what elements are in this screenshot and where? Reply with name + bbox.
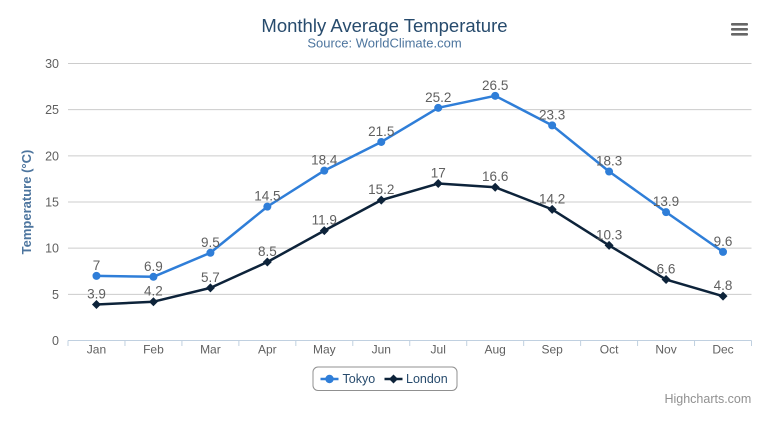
- svg-text:20: 20: [45, 149, 59, 163]
- svg-text:9.5: 9.5: [201, 235, 220, 250]
- svg-text:Monthly Average Temperature: Monthly Average Temperature: [261, 15, 507, 36]
- svg-text:Sep: Sep: [541, 343, 563, 357]
- svg-text:Aug: Aug: [485, 343, 506, 357]
- svg-text:14.5: 14.5: [254, 189, 280, 204]
- svg-text:7: 7: [93, 258, 101, 273]
- svg-text:0: 0: [52, 334, 59, 348]
- svg-text:26.5: 26.5: [482, 78, 508, 93]
- svg-text:Highcharts.com: Highcharts.com: [664, 392, 751, 406]
- svg-text:May: May: [313, 343, 336, 357]
- svg-text:13.9: 13.9: [653, 194, 679, 209]
- svg-text:3.9: 3.9: [87, 286, 106, 301]
- svg-text:15.2: 15.2: [368, 182, 394, 197]
- svg-text:5: 5: [52, 288, 59, 302]
- svg-text:16.6: 16.6: [482, 169, 508, 184]
- svg-text:6.6: 6.6: [657, 262, 676, 277]
- svg-text:Feb: Feb: [143, 343, 164, 357]
- svg-text:6.9: 6.9: [144, 259, 163, 274]
- svg-text:10.3: 10.3: [596, 227, 622, 242]
- svg-text:Mar: Mar: [200, 343, 221, 357]
- svg-text:London: London: [406, 372, 448, 386]
- svg-text:9.6: 9.6: [714, 234, 733, 249]
- svg-text:25.2: 25.2: [425, 90, 451, 105]
- svg-text:Dec: Dec: [712, 343, 733, 357]
- svg-text:Source: WorldClimate.com: Source: WorldClimate.com: [307, 36, 461, 51]
- svg-text:Apr: Apr: [258, 343, 277, 357]
- svg-text:15: 15: [45, 196, 59, 210]
- svg-text:18.4: 18.4: [311, 153, 338, 168]
- svg-text:8.5: 8.5: [258, 244, 277, 259]
- svg-text:Jun: Jun: [372, 343, 391, 357]
- svg-text:11.9: 11.9: [312, 213, 337, 228]
- svg-text:Nov: Nov: [655, 343, 676, 357]
- svg-text:5.7: 5.7: [201, 270, 220, 285]
- svg-text:Tokyo: Tokyo: [343, 372, 376, 386]
- svg-text:Jul: Jul: [431, 343, 446, 357]
- svg-text:Temperature (°C): Temperature (°C): [19, 150, 34, 255]
- svg-text:10: 10: [45, 242, 59, 256]
- svg-text:Oct: Oct: [600, 343, 619, 357]
- svg-text:4.2: 4.2: [144, 284, 163, 299]
- svg-text:14.2: 14.2: [539, 191, 565, 206]
- svg-text:17: 17: [431, 166, 446, 181]
- svg-text:18.3: 18.3: [596, 154, 622, 169]
- svg-text:23.3: 23.3: [539, 107, 565, 122]
- svg-text:25: 25: [45, 103, 59, 117]
- svg-text:21.5: 21.5: [368, 124, 394, 139]
- svg-text:Jan: Jan: [87, 343, 106, 357]
- svg-text:4.8: 4.8: [714, 278, 733, 293]
- svg-text:30: 30: [45, 57, 59, 71]
